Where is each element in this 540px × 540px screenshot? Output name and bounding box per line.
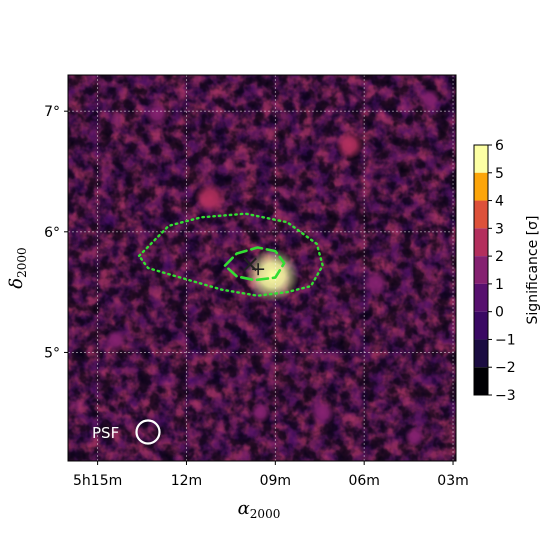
plus-marker — [252, 263, 265, 276]
colorbar-band — [474, 145, 488, 173]
hotspot — [335, 130, 364, 159]
colorbar: 6 5 4 3 2 1 0 −1 −2 −3 Significance [σ] — [473, 138, 540, 404]
x-marker-stroke — [243, 257, 257, 272]
colorbar-bands — [474, 145, 488, 395]
map-panel: PSF 5h15m 12m 09m 06m 03m 5° 6° 7° α2000 δ2000 — [6, 74, 469, 521]
colorbar-tick-label: 5 — [495, 166, 504, 182]
x-axis-title: α2000 — [238, 498, 281, 521]
y-axis-title: δ2000 — [6, 247, 29, 288]
dashed-contour — [223, 246, 286, 282]
colorbar-band — [474, 256, 488, 284]
y-tick-label: 7° — [44, 104, 60, 120]
y-axis-ticks: 5° 6° 7° — [44, 104, 68, 361]
x-tick-label: 03m — [437, 473, 468, 489]
colorbar-band — [474, 283, 488, 312]
markers-layer — [243, 257, 265, 276]
colorbar-label: Significance [σ] — [525, 216, 540, 325]
psf-label: PSF — [92, 424, 119, 442]
x-axis-ticks: 5h15m 12m 09m 06m 03m — [73, 461, 469, 489]
colorbar-band — [474, 172, 488, 201]
hotspot — [404, 426, 425, 447]
colorbar-tick-label: 4 — [495, 194, 504, 210]
colorbar-tick-label: −1 — [495, 332, 516, 348]
colorbar-ticks: 6 5 4 3 2 1 0 −1 −2 −3 — [488, 138, 516, 404]
y-tick-label: 5° — [44, 345, 60, 361]
colorbar-band — [474, 367, 488, 395]
hotspot — [364, 270, 389, 295]
hotspot — [194, 182, 226, 214]
y-tick-label: 6° — [44, 225, 60, 241]
x-marker — [243, 257, 257, 272]
map-frame — [67, 74, 457, 462]
hotspot — [245, 248, 300, 303]
colorbar-frame — [473, 144, 489, 396]
hotspot — [144, 101, 170, 126]
colorbar-band — [474, 228, 488, 257]
hotspot — [310, 400, 336, 426]
colorbar-tick-label: 2 — [495, 249, 504, 265]
x-tick-label: 5h15m — [73, 473, 122, 489]
hotspot — [418, 88, 441, 110]
colorbar-tick-label: 6 — [495, 138, 504, 154]
hotspot — [104, 329, 127, 352]
colorbar-tick-label: 0 — [495, 305, 504, 321]
hotspots-layer — [104, 88, 441, 447]
grid-lines — [68, 75, 456, 461]
colorbar-tick-label: 1 — [495, 277, 504, 293]
colorbar-band — [474, 311, 488, 340]
dotted-contour — [137, 212, 324, 297]
colorbar-tick-label: −3 — [495, 388, 516, 404]
contours-layer — [137, 212, 324, 297]
hotspot — [250, 402, 271, 424]
x-tick-label: 09m — [260, 473, 291, 489]
x-tick-label: 12m — [171, 473, 202, 489]
colorbar-band — [474, 200, 488, 229]
colorbar-tick-label: 3 — [495, 221, 504, 237]
psf-circle — [135, 419, 161, 445]
psf-indicator: PSF — [92, 419, 161, 445]
colorbar-tick-label: −2 — [495, 360, 516, 376]
colorbar-band — [474, 339, 488, 368]
x-tick-label: 06m — [348, 473, 379, 489]
